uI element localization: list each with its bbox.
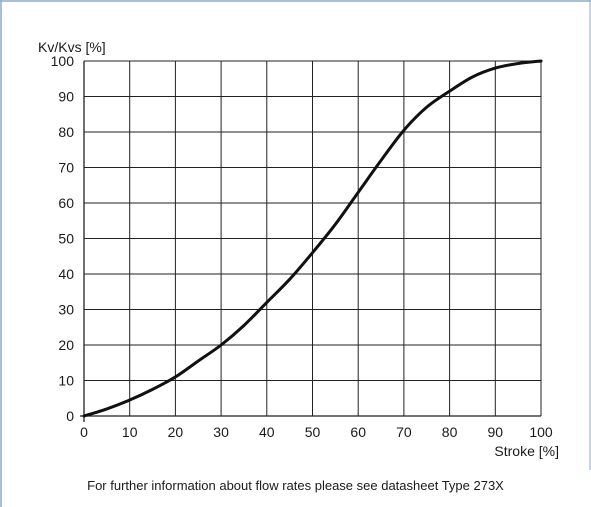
x-tick-labels: 0 10 20 30 40 50 60 70 80 90 100 (80, 424, 553, 440)
y-tick-labels: 0 10 20 30 40 50 60 70 80 90 100 (51, 53, 75, 424)
x-tick-label: 90 (488, 424, 504, 440)
y-tick-label: 30 (58, 302, 74, 318)
y-tick-label: 40 (58, 266, 74, 282)
y-tick-label: 0 (66, 408, 74, 424)
x-tick-label: 10 (122, 424, 138, 440)
y-tick-label: 50 (58, 231, 74, 247)
y-axis-label: Kv/Kvs [%] (38, 39, 106, 55)
grid (83, 60, 542, 417)
y-tick-label: 60 (58, 195, 74, 211)
y-tick-label: 90 (58, 89, 74, 105)
x-tick-label: 100 (529, 424, 553, 440)
footnote: For further information about flow rates… (87, 478, 504, 493)
x-tick-label: 30 (213, 424, 229, 440)
y-tick-label: 80 (58, 124, 74, 140)
x-axis-label: Stroke [%] (494, 443, 559, 459)
x-tick-label: 50 (305, 424, 321, 440)
x-tick-label: 70 (396, 424, 412, 440)
flow-characteristic-chart: 0 10 20 30 40 50 60 70 80 90 100 0 10 20 30 40 50 60 70 80… (38, 39, 559, 459)
y-tick-label: 10 (58, 373, 74, 389)
y-tick-label: 70 (58, 160, 74, 176)
series-line (82, 59, 543, 418)
y-tick-label: 100 (51, 53, 75, 69)
x-tick-label: 60 (350, 424, 366, 440)
x-tick-label: 0 (80, 424, 88, 440)
x-tick-label: 40 (259, 424, 275, 440)
x-tick-label: 20 (168, 424, 184, 440)
y-tick-label: 20 (58, 337, 74, 353)
x-tick-label: 80 (442, 424, 458, 440)
axes (80, 61, 541, 422)
